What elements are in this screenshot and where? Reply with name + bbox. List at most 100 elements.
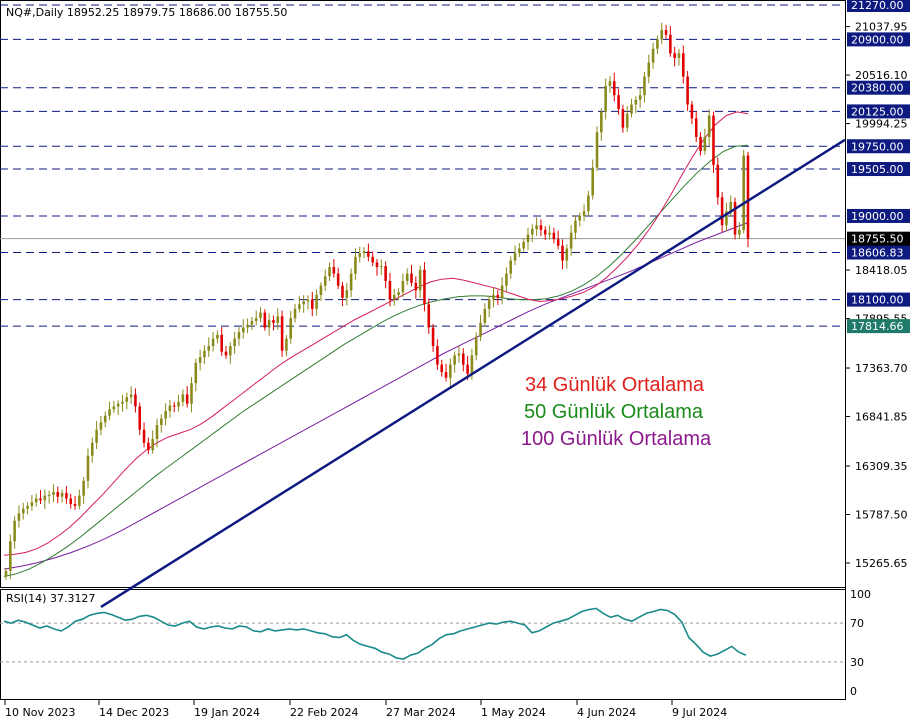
candle-body xyxy=(272,320,275,323)
candle xyxy=(574,215,577,240)
candle xyxy=(720,192,724,233)
candle-body xyxy=(9,541,12,571)
level-box xyxy=(847,319,910,334)
candle xyxy=(431,323,435,352)
candle-body xyxy=(487,299,491,309)
candle xyxy=(548,225,551,240)
candle xyxy=(712,111,715,173)
candle-body xyxy=(690,104,694,119)
candle-body xyxy=(354,256,357,274)
candle-body xyxy=(224,351,228,356)
candle-body xyxy=(539,225,543,230)
candle xyxy=(513,245,517,266)
candle-body xyxy=(397,292,400,295)
candle-body xyxy=(349,273,353,291)
candle-body xyxy=(617,95,620,110)
candle xyxy=(233,331,236,354)
candle xyxy=(664,24,668,39)
candle-body xyxy=(60,492,64,497)
candle-body xyxy=(26,505,29,509)
candle xyxy=(224,345,228,359)
candle xyxy=(285,334,288,357)
candle xyxy=(694,111,698,143)
time-axis: 10 Nov 2023 14 Dec 2023 19 Jan 2024 22 Feb … xyxy=(4,700,727,719)
candle-body xyxy=(216,334,219,339)
candle-body xyxy=(99,422,103,430)
candle xyxy=(155,418,159,448)
candle xyxy=(686,70,689,111)
candle-body xyxy=(129,394,133,398)
candle-body xyxy=(237,332,241,339)
candle-body xyxy=(47,494,51,496)
candle-body xyxy=(280,316,284,351)
candle-body xyxy=(21,508,25,514)
candle xyxy=(323,269,327,291)
candle xyxy=(336,267,340,290)
candle-body xyxy=(289,318,293,339)
candle xyxy=(43,489,47,509)
candle-body xyxy=(556,239,560,246)
candle-body xyxy=(431,327,435,347)
candle-body xyxy=(241,327,245,333)
candle xyxy=(194,358,198,392)
candle xyxy=(461,348,465,372)
candle-body xyxy=(694,118,698,137)
candle xyxy=(371,251,374,267)
candle xyxy=(103,411,107,428)
legend-ma50: 50 Günlük Ortalama xyxy=(524,401,704,423)
candle xyxy=(60,489,64,503)
candle-body xyxy=(160,418,163,426)
candle-body xyxy=(168,405,172,412)
candle-body xyxy=(103,415,107,423)
x-tick-label: 19 Jan 2024 xyxy=(194,706,260,719)
candle-body xyxy=(578,215,582,221)
level-box-label: 20900.00 xyxy=(851,33,904,46)
candle xyxy=(612,72,616,102)
candle-body xyxy=(233,338,236,347)
candle xyxy=(39,490,42,504)
candle-body xyxy=(574,220,577,233)
candle-body xyxy=(306,299,310,302)
level-box xyxy=(847,104,910,119)
rsi-panel-frame xyxy=(0,589,846,700)
legend-ma100: 100 Günlük Ortalama xyxy=(521,428,712,450)
candle xyxy=(147,437,150,455)
rsi-line xyxy=(3,607,747,660)
candle-body xyxy=(470,355,474,374)
candle-body xyxy=(315,294,318,309)
candle xyxy=(211,332,215,352)
candle xyxy=(13,516,16,549)
candle-body xyxy=(405,273,409,282)
candle xyxy=(578,212,582,227)
candle-body xyxy=(285,338,288,351)
candle xyxy=(276,308,280,330)
candle-body xyxy=(461,353,465,365)
candle xyxy=(95,421,98,450)
candle xyxy=(716,157,720,205)
candle xyxy=(660,22,664,45)
candle xyxy=(203,345,206,364)
candle-body xyxy=(319,285,323,295)
candle-body xyxy=(328,267,331,277)
candle-body xyxy=(384,266,387,282)
candle-body xyxy=(121,401,124,404)
y-tick-label: 16309.35 xyxy=(855,460,908,473)
candle-body xyxy=(660,30,664,40)
candle xyxy=(172,402,176,413)
level-box-label: 19750.00 xyxy=(851,140,904,153)
level-box-label: 20380.00 xyxy=(851,82,904,95)
level-box xyxy=(847,162,910,177)
candle-body xyxy=(293,308,297,319)
level-box-label: 19505.00 xyxy=(851,163,904,176)
candle xyxy=(112,400,116,413)
candle xyxy=(625,106,629,133)
candle-body xyxy=(190,383,193,404)
candle-body xyxy=(177,401,180,407)
candle xyxy=(742,149,745,234)
candle-body xyxy=(466,364,469,374)
candle-body xyxy=(612,81,616,96)
candle-body xyxy=(444,372,448,378)
candle xyxy=(634,96,638,114)
candle xyxy=(56,486,60,504)
